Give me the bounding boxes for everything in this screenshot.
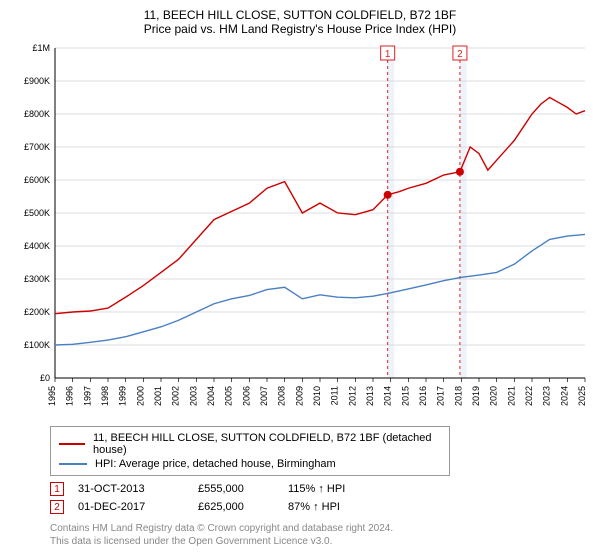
svg-text:£100K: £100K (23, 340, 49, 350)
svg-text:£0: £0 (39, 373, 49, 383)
title-subtitle: Price paid vs. HM Land Registry's House … (10, 22, 590, 36)
transaction-row: 2 01-DEC-2017 £625,000 87% ↑ HPI (50, 498, 590, 516)
legend-label: 11, BEECH HILL CLOSE, SUTTON COLDFIELD, … (93, 432, 441, 456)
transactions: 1 31-OCT-2013 £555,000 115% ↑ HPI 2 01-D… (50, 480, 590, 516)
footer-line: This data is licensed under the Open Gov… (50, 535, 590, 548)
chart-title: 11, BEECH HILL CLOSE, SUTTON COLDFIELD, … (10, 8, 590, 36)
legend-swatch (59, 443, 85, 445)
svg-text:£500K: £500K (23, 208, 49, 218)
legend: 11, BEECH HILL CLOSE, SUTTON COLDFIELD, … (50, 426, 450, 476)
transaction-date: 31-OCT-2013 (78, 483, 198, 495)
legend-label: HPI: Average price, detached house, Birm… (95, 458, 336, 470)
svg-text:2007: 2007 (259, 386, 269, 406)
svg-text:£900K: £900K (23, 76, 49, 86)
svg-text:£1M: £1M (32, 43, 50, 53)
legend-swatch (59, 463, 87, 465)
svg-text:2000: 2000 (135, 386, 145, 406)
svg-text:1996: 1996 (64, 386, 74, 406)
page-container: 11, BEECH HILL CLOSE, SUTTON COLDFIELD, … (0, 0, 600, 560)
transaction-price: £625,000 (198, 501, 288, 513)
legend-item-hpi: HPI: Average price, detached house, Birm… (59, 457, 441, 471)
svg-text:2008: 2008 (276, 386, 286, 406)
svg-text:1995: 1995 (47, 386, 57, 406)
svg-text:2015: 2015 (400, 386, 410, 406)
transaction-row: 1 31-OCT-2013 £555,000 115% ↑ HPI (50, 480, 590, 498)
svg-text:2: 2 (457, 49, 463, 60)
svg-text:2003: 2003 (188, 386, 198, 406)
svg-text:£700K: £700K (23, 142, 49, 152)
svg-text:2022: 2022 (524, 386, 534, 406)
transaction-pct: 87% ↑ HPI (288, 501, 378, 513)
marker-badge: 1 (50, 482, 64, 496)
svg-text:2023: 2023 (541, 386, 551, 406)
svg-text:2006: 2006 (241, 386, 251, 406)
line-chart: £0 £100K £200K £300K £400K £500K £600K £700K £80… (13, 40, 588, 418)
svg-text:2012: 2012 (347, 386, 357, 406)
svg-text:2014: 2014 (382, 386, 392, 406)
svg-text:1999: 1999 (117, 386, 127, 406)
svg-text:£400K: £400K (23, 241, 49, 251)
transaction-date: 01-DEC-2017 (78, 501, 198, 513)
svg-text:2013: 2013 (365, 386, 375, 406)
svg-text:2018: 2018 (453, 386, 463, 406)
svg-text:2002: 2002 (170, 386, 180, 406)
transaction-pct: 115% ↑ HPI (288, 483, 378, 495)
svg-text:2004: 2004 (206, 386, 216, 406)
svg-text:£300K: £300K (23, 274, 49, 284)
title-address: 11, BEECH HILL CLOSE, SUTTON COLDFIELD, … (10, 8, 590, 22)
svg-text:2005: 2005 (223, 386, 233, 406)
chart-area: £0 £100K £200K £300K £400K £500K £600K £700K £80… (13, 40, 588, 420)
svg-text:1998: 1998 (100, 386, 110, 406)
marker-badge: 2 (50, 500, 64, 514)
transaction-price: £555,000 (198, 483, 288, 495)
svg-text:2021: 2021 (506, 386, 516, 406)
svg-text:2019: 2019 (471, 386, 481, 406)
svg-text:2009: 2009 (294, 386, 304, 406)
svg-text:2020: 2020 (488, 386, 498, 406)
svg-text:£800K: £800K (23, 109, 49, 119)
svg-text:2025: 2025 (577, 386, 587, 406)
svg-text:2011: 2011 (329, 386, 339, 405)
svg-text:£600K: £600K (23, 175, 49, 185)
svg-text:2010: 2010 (312, 386, 322, 406)
svg-text:2016: 2016 (418, 386, 428, 406)
svg-text:2024: 2024 (559, 386, 569, 406)
footer-line: Contains HM Land Registry data © Crown c… (50, 522, 590, 535)
svg-text:£200K: £200K (23, 307, 49, 317)
svg-text:2001: 2001 (153, 386, 163, 406)
svg-text:1997: 1997 (82, 386, 92, 406)
footer-attribution: Contains HM Land Registry data © Crown c… (50, 522, 590, 548)
svg-text:1: 1 (384, 49, 390, 60)
svg-text:2017: 2017 (435, 386, 445, 406)
legend-item-property: 11, BEECH HILL CLOSE, SUTTON COLDFIELD, … (59, 431, 441, 457)
